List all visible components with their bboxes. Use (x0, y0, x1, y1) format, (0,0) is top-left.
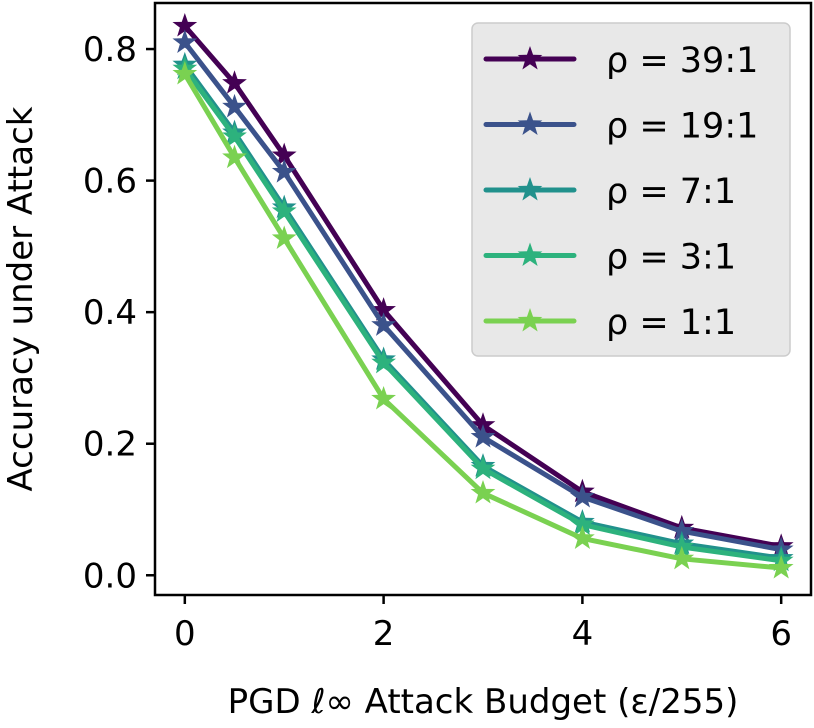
data-point-star (570, 525, 595, 549)
legend-item: ρ = 3:1 (483, 238, 736, 278)
data-point-star (222, 70, 247, 94)
legend-box (471, 22, 791, 357)
series-line (182, 39, 784, 553)
plot-frame (153, 1, 813, 597)
legend-label: ρ = 7:1 (606, 172, 736, 212)
data-point-star (222, 93, 247, 118)
y-tick-label: 0.0 (83, 556, 137, 596)
legend-swatch-star (517, 46, 543, 70)
x-tick-label: 2 (373, 614, 395, 654)
y-tick-label: 0.6 (83, 162, 137, 202)
series-layer (172, 13, 794, 579)
data-point-star (172, 61, 198, 85)
series-4 (172, 61, 794, 579)
data-point-star (669, 518, 695, 542)
legend-item: ρ = 7:1 (483, 172, 736, 212)
data-point-star (470, 480, 496, 504)
legend-swatch-star (517, 308, 543, 332)
x-tick-label: 0 (174, 614, 196, 654)
y-tick-label: 0.4 (83, 293, 137, 333)
data-point-star (172, 13, 198, 37)
data-point-star (470, 424, 496, 448)
series-line (182, 23, 784, 549)
data-point-star (271, 198, 297, 223)
data-point-star (172, 29, 198, 53)
data-point-star (669, 533, 695, 558)
legend-label: ρ = 1:1 (606, 303, 736, 343)
data-point-star (271, 159, 297, 183)
axes-layer (153, 1, 813, 597)
y-tick-label: 0.8 (83, 30, 137, 70)
data-point-star (271, 142, 297, 167)
legend-item: ρ = 1:1 (483, 303, 736, 343)
legend-swatch-star (517, 242, 543, 267)
data-point-star (570, 483, 595, 508)
legend-label: ρ = 39:1 (606, 41, 758, 81)
legend-items: ρ = 39:1 ρ = 19:1 ρ = 7:1 ρ = 3:1 ρ = 1:1 (483, 41, 758, 343)
data-point-star (222, 123, 247, 148)
legend-swatch-star (517, 111, 543, 136)
x-tick-label: 6 (770, 614, 792, 654)
data-point-star (470, 455, 496, 480)
data-point-star (371, 385, 396, 410)
data-point-star (768, 555, 794, 579)
tick-layer: 0 2 4 6 0.0 0.2 0.4 0.6 0.8 (83, 30, 792, 654)
legend-item: ρ = 39:1 (483, 41, 758, 81)
y-tick-label: 0.2 (83, 425, 137, 465)
data-point-star (371, 312, 396, 336)
legend-item: ρ = 19:1 (483, 107, 758, 147)
data-point-star (222, 144, 247, 169)
legend-label: ρ = 3:1 (606, 238, 736, 278)
data-point-star (570, 511, 595, 536)
series-line (182, 71, 784, 571)
series-line (182, 66, 784, 564)
data-point-star (470, 412, 496, 436)
legend: ρ = 39:1 ρ = 19:1 ρ = 7:1 ρ = 3:1 ρ = 1:1 (471, 22, 791, 357)
x-tick-label: 4 (572, 614, 594, 654)
data-point-star (371, 297, 396, 321)
legend-label: ρ = 19:1 (606, 107, 758, 147)
data-point-star (271, 225, 297, 249)
data-point-star (669, 545, 695, 570)
legend-swatch-star (517, 177, 543, 201)
y-axis-label: Accuracy under Attack (1, 106, 41, 491)
x-axis-label: PGD ℓ∞ Attack Budget (ε/255) (228, 682, 739, 722)
data-point-star (371, 349, 396, 374)
